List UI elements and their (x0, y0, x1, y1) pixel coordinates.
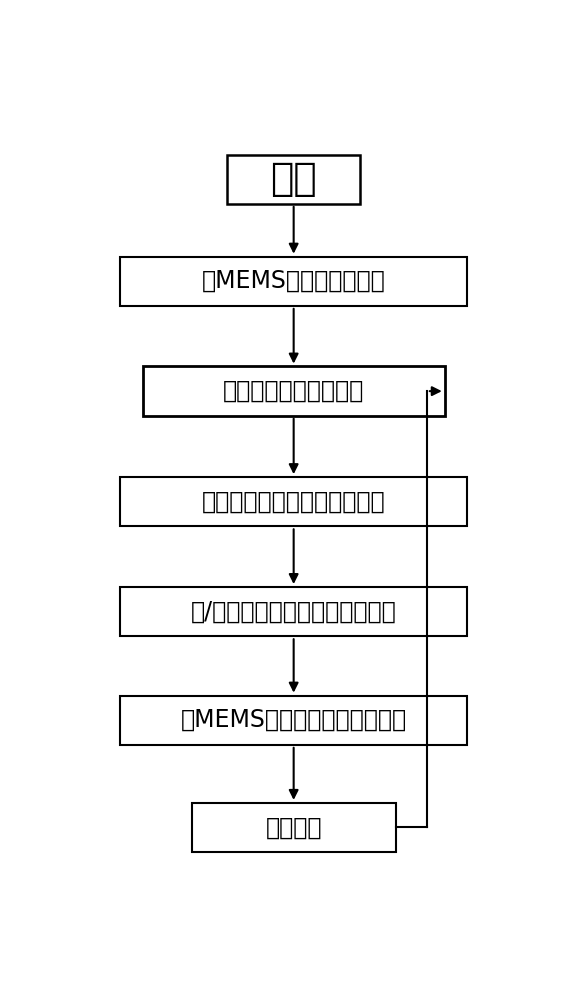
FancyBboxPatch shape (120, 477, 467, 526)
Text: 频率稳定: 频率稳定 (265, 815, 322, 839)
FancyBboxPatch shape (120, 696, 467, 745)
FancyBboxPatch shape (120, 257, 467, 306)
Text: 硅MEMS谐振器压阻热发生变化: 硅MEMS谐振器压阻热发生变化 (180, 708, 407, 732)
Text: 频率读取装置采集频率: 频率读取装置采集频率 (223, 379, 364, 403)
Text: 硅MEMS谐振器自激振荡: 硅MEMS谐振器自激振荡 (202, 269, 386, 293)
Text: 单片机计算补偿频率所需电压: 单片机计算补偿频率所需电压 (202, 490, 386, 514)
Text: 开始: 开始 (270, 160, 317, 198)
FancyBboxPatch shape (227, 155, 360, 204)
FancyBboxPatch shape (191, 803, 396, 852)
FancyBboxPatch shape (143, 366, 445, 416)
Text: 数/模电压转换模块输出所需电压: 数/模电压转换模块输出所需电压 (191, 600, 397, 624)
FancyBboxPatch shape (120, 587, 467, 636)
